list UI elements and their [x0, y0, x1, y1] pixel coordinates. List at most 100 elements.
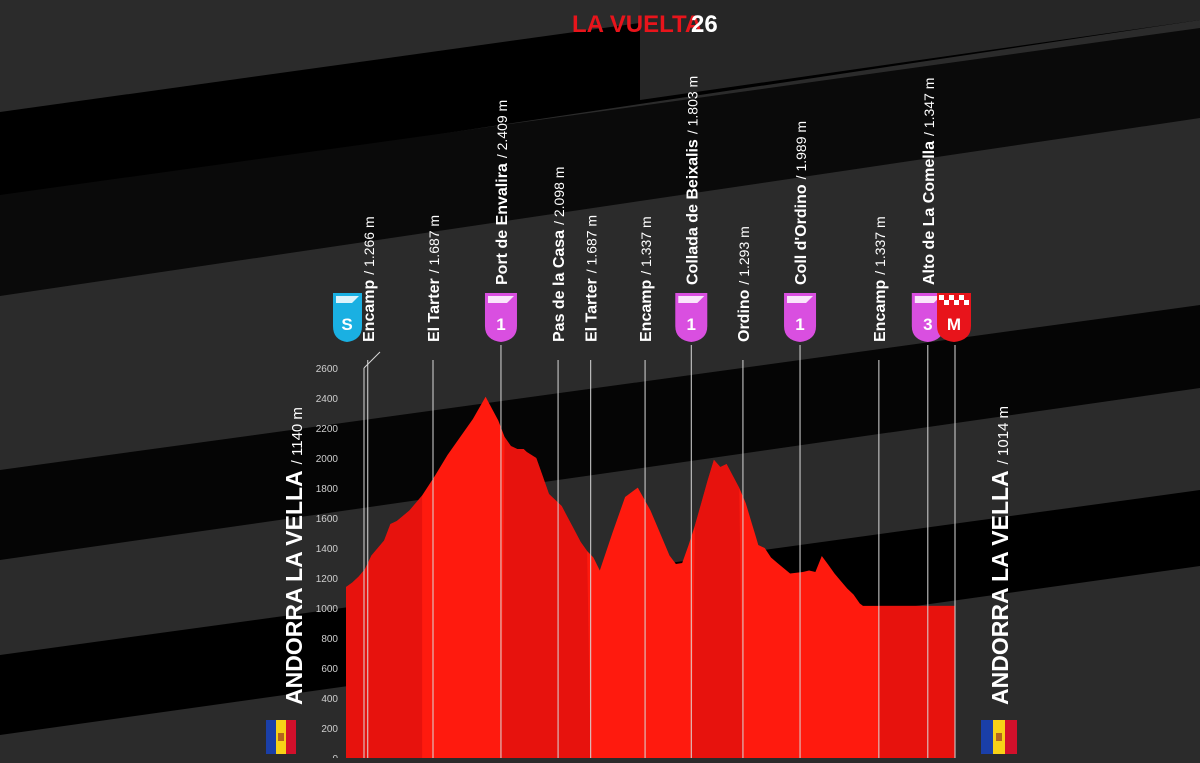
badge-shield [911, 293, 944, 342]
point-label: Pas de la Casa / 2.098 m [551, 167, 568, 342]
climb-category-label: 1 [795, 315, 804, 334]
point-label: Port de Envalira / 2.409 m [494, 100, 511, 285]
start-altitude: / 1140 m [289, 407, 306, 464]
point-altitude: / 2.098 m [551, 167, 567, 225]
point-label: Alto de La Comella / 1.347 m [921, 78, 938, 285]
route-point: El Tarter / 1.687 m [584, 215, 601, 758]
y-tick-label: 2000 [316, 454, 339, 465]
start-badge-label: S [341, 315, 352, 334]
y-tick-label: 1600 [316, 514, 339, 525]
start-badge: S [333, 293, 362, 342]
start-block: S ANDORRA LA VELLA / 1140 m [266, 293, 381, 758]
vuelta-logo: LA VUELTA 26 [572, 11, 718, 38]
point-name: El Tarter [584, 278, 601, 342]
point-altitude: / 1.337 m [638, 216, 654, 274]
climb-category-label: 3 [923, 315, 932, 334]
andorra-flag-icon [981, 720, 1017, 754]
climb-category-badge: 1 [784, 293, 817, 342]
start-label: ANDORRA LA VELLA / 1140 m [281, 407, 307, 705]
y-tick-label: 2400 [316, 394, 339, 405]
profile-fill [346, 396, 955, 758]
point-altitude: / 1.347 m [921, 78, 937, 136]
finish-altitude: / 1014 m [995, 406, 1012, 464]
climb-category-badge: 3 [911, 293, 944, 342]
y-tick-label: 1200 [316, 574, 339, 585]
badge-flag [914, 296, 941, 303]
climb-category-label: 1 [687, 315, 696, 334]
y-tick-label: 1800 [316, 484, 339, 495]
badge-shield [484, 293, 517, 342]
point-label: El Tarter / 1.687 m [426, 215, 443, 342]
route-point: Encamp / 1.337 m [872, 216, 889, 758]
logo-edition: 26 [691, 11, 718, 38]
point-name: Encamp [361, 280, 378, 342]
point-name: Encamp [638, 280, 655, 342]
point-altitude: / 1.337 m [872, 216, 888, 274]
start-name: ANDORRA LA VELLA [281, 470, 307, 705]
point-name: Pas de la Casa [551, 230, 568, 342]
start-leader-elbow [363, 351, 381, 369]
route-point: 1 Collada de Beixalis / 1.803 m [675, 76, 708, 758]
finish-label: ANDORRA LA VELLA / 1014 m [987, 406, 1013, 705]
climb-category-badge: 1 [675, 293, 708, 342]
point-altitude: / 1.687 m [426, 215, 442, 273]
point-altitude: / 1.803 m [684, 76, 700, 134]
point-name: Encamp [872, 280, 889, 342]
climb-category-label: 1 [496, 315, 505, 334]
point-name: Alto de La Comella [921, 141, 938, 285]
y-tick-label: 200 [321, 724, 338, 735]
andorra-flag-icon [266, 720, 296, 754]
route-point: El Tarter / 1.687 m [426, 215, 443, 758]
point-name: Port de Envalira [494, 163, 511, 285]
point-altitude: / 1.687 m [584, 215, 600, 273]
point-label: Ordino / 1.293 m [736, 226, 753, 342]
point-altitude: / 2.409 m [494, 100, 510, 158]
point-name: Ordino [736, 289, 753, 342]
point-name: Coll d'Ordino [793, 184, 810, 285]
route-points: Encamp / 1.266 m El Tarter / 1.687 m 1 Port d… [361, 76, 944, 758]
climb-category-badge: 1 [484, 293, 517, 342]
route-point: Pas de la Casa / 2.098 m [551, 167, 568, 758]
point-label: Encamp / 1.337 m [872, 216, 889, 342]
route-point: Encamp / 1.337 m [638, 216, 655, 758]
y-tick-label: 600 [321, 664, 338, 675]
profile-shade [500, 437, 591, 758]
route-point: 3 Alto de La Comella / 1.347 m [911, 78, 944, 758]
point-label: Encamp / 1.266 m [361, 216, 378, 342]
y-tick-label: 1400 [316, 544, 339, 555]
badge-shield [784, 293, 817, 342]
badge-shield [675, 293, 708, 342]
point-name: Collada de Beixalis [684, 139, 701, 285]
badge-flag [487, 296, 514, 303]
profile-area [346, 396, 955, 758]
point-altitude: / 1.266 m [361, 216, 377, 274]
point-label: Coll d'Ordino / 1.989 m [793, 121, 810, 285]
route-point: Encamp / 1.266 m [361, 216, 378, 758]
y-tick-label: 800 [321, 634, 338, 645]
logo-brand: LA VUELTA [572, 11, 702, 38]
route-point: Ordino / 1.293 m [736, 226, 753, 758]
y-axis: 2600240022002000180016001400120010008006… [316, 364, 339, 763]
y-tick-label: 2200 [316, 424, 339, 435]
finish-block: M ANDORRA LA VELLA / 1014 m [937, 293, 1017, 758]
profile-shade [878, 605, 955, 758]
route-point: 1 Port de Envalira / 2.409 m [484, 100, 517, 758]
point-label: El Tarter / 1.687 m [584, 215, 601, 342]
finish-badge: M [937, 293, 971, 342]
y-tick-label: 400 [321, 694, 338, 705]
badge-flag [787, 296, 814, 303]
y-tick-label: 2600 [316, 364, 339, 375]
y-tick-label: 1000 [316, 604, 339, 615]
finish-name: ANDORRA LA VELLA [987, 470, 1013, 705]
badge-flag [678, 296, 705, 303]
point-name: El Tarter [426, 278, 443, 342]
profile-shade [346, 495, 423, 758]
point-altitude: / 1.989 m [793, 121, 809, 179]
point-label: Encamp / 1.337 m [638, 216, 655, 342]
profile-shade [691, 459, 743, 758]
y-tick-label: 0 [332, 754, 338, 758]
point-altitude: / 1.293 m [736, 226, 752, 284]
finish-badge-label: M [947, 315, 961, 334]
